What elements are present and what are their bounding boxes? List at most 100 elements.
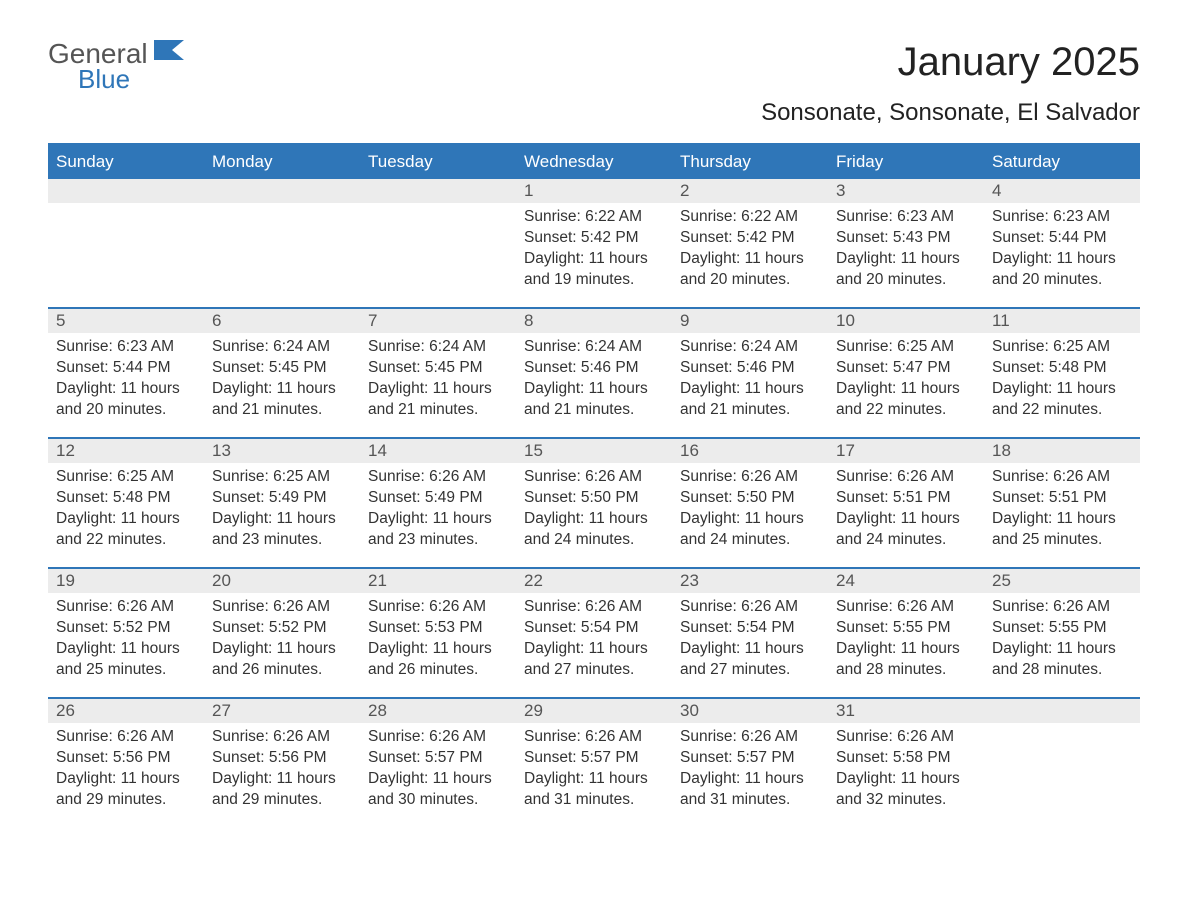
daylight-line: Daylight: 11 hours and 24 minutes. [680, 509, 820, 551]
calendar-week: 1 Sunrise: 6:22 AM Sunset: 5:42 PM Daylight… [48, 179, 1140, 307]
calendar-week: 12Sunrise: 6:25 AMSunset: 5:48 PMDayligh… [48, 437, 1140, 567]
daylight-line: Daylight: 11 hours and 20 minutes. [680, 249, 820, 291]
sunset-line: Sunset: 5:47 PM [836, 358, 976, 379]
sunrise-line: Sunrise: 6:22 AM [680, 207, 820, 228]
daylight-line: Daylight: 11 hours and 29 minutes. [212, 769, 352, 811]
sunrise-line: Sunrise: 6:26 AM [56, 597, 196, 618]
sunset-line: Sunset: 5:55 PM [836, 618, 976, 639]
sunset-line: Sunset: 5:49 PM [212, 488, 352, 509]
title-block: January 2025 Sonsonate, Sonsonate, El Sa… [761, 40, 1140, 127]
sunset-line: Sunset: 5:42 PM [524, 228, 664, 249]
day-details: Sunrise: 6:24 AMSunset: 5:45 PMDaylight:… [204, 333, 360, 429]
day-number: 26 [48, 699, 204, 723]
weekday-header-row: SundayMondayTuesdayWednesdayThursdayFrid… [48, 145, 1140, 179]
day-number: 27 [204, 699, 360, 723]
sunrise-line: Sunrise: 6:26 AM [836, 727, 976, 748]
calendar-day: 28Sunrise: 6:26 AMSunset: 5:57 PMDayligh… [360, 699, 516, 827]
day-number: 25 [984, 569, 1140, 593]
calendar-day: 23Sunrise: 6:26 AMSunset: 5:54 PMDayligh… [672, 569, 828, 697]
daylight-line: Daylight: 11 hours and 26 minutes. [212, 639, 352, 681]
calendar-week: 5Sunrise: 6:23 AMSunset: 5:44 PMDaylight… [48, 307, 1140, 437]
sunset-line: Sunset: 5:48 PM [56, 488, 196, 509]
calendar-day: 25Sunrise: 6:26 AMSunset: 5:55 PMDayligh… [984, 569, 1140, 697]
day-number: 19 [48, 569, 204, 593]
sunrise-line: Sunrise: 6:26 AM [524, 467, 664, 488]
sunset-line: Sunset: 5:50 PM [524, 488, 664, 509]
day-details: Sunrise: 6:23 AMSunset: 5:43 PMDaylight:… [828, 203, 984, 299]
sunset-line: Sunset: 5:58 PM [836, 748, 976, 769]
day-details: Sunrise: 6:26 AMSunset: 5:56 PMDaylight:… [48, 723, 204, 819]
daylight-line: Daylight: 11 hours and 31 minutes. [680, 769, 820, 811]
day-number: 28 [360, 699, 516, 723]
sunset-line: Sunset: 5:44 PM [992, 228, 1132, 249]
day-details: Sunrise: 6:26 AMSunset: 5:55 PMDaylight:… [828, 593, 984, 689]
calendar-day: 31Sunrise: 6:26 AMSunset: 5:58 PMDayligh… [828, 699, 984, 827]
sunrise-line: Sunrise: 6:26 AM [524, 597, 664, 618]
calendar-day [984, 699, 1140, 827]
daylight-line: Daylight: 11 hours and 25 minutes. [56, 639, 196, 681]
calendar: SundayMondayTuesdayWednesdayThursdayFrid… [48, 143, 1140, 827]
daylight-line: Daylight: 11 hours and 20 minutes. [992, 249, 1132, 291]
day-number: 9 [672, 309, 828, 333]
sunset-line: Sunset: 5:44 PM [56, 358, 196, 379]
logo-text-block: General Blue [48, 40, 184, 92]
day-details: Sunrise: 6:24 AMSunset: 5:46 PMDaylight:… [516, 333, 672, 429]
calendar-day: 12Sunrise: 6:25 AMSunset: 5:48 PMDayligh… [48, 439, 204, 567]
day-number: 2 [672, 179, 828, 203]
calendar-day: 8Sunrise: 6:24 AMSunset: 5:46 PMDaylight… [516, 309, 672, 437]
day-number: 10 [828, 309, 984, 333]
day-number: 1 [516, 179, 672, 203]
sunset-line: Sunset: 5:46 PM [680, 358, 820, 379]
sunrise-line: Sunrise: 6:26 AM [680, 467, 820, 488]
day-details: Sunrise: 6:26 AMSunset: 5:51 PMDaylight:… [984, 463, 1140, 559]
calendar-day: 24Sunrise: 6:26 AMSunset: 5:55 PMDayligh… [828, 569, 984, 697]
sunrise-line: Sunrise: 6:25 AM [212, 467, 352, 488]
sunset-line: Sunset: 5:45 PM [212, 358, 352, 379]
day-details: Sunrise: 6:26 AMSunset: 5:49 PMDaylight:… [360, 463, 516, 559]
sunset-line: Sunset: 5:52 PM [56, 618, 196, 639]
sunrise-line: Sunrise: 6:26 AM [836, 467, 976, 488]
day-details: Sunrise: 6:25 AMSunset: 5:47 PMDaylight:… [828, 333, 984, 429]
weekday-header: Saturday [984, 145, 1140, 179]
header: General Blue January 2025 Sonsonate, Son… [48, 40, 1140, 127]
day-number [204, 179, 360, 203]
day-details: Sunrise: 6:26 AMSunset: 5:57 PMDaylight:… [672, 723, 828, 819]
daylight-line: Daylight: 11 hours and 21 minutes. [524, 379, 664, 421]
day-number: 12 [48, 439, 204, 463]
daylight-line: Daylight: 11 hours and 22 minutes. [56, 509, 196, 551]
day-details: Sunrise: 6:26 AMSunset: 5:55 PMDaylight:… [984, 593, 1140, 689]
day-number: 20 [204, 569, 360, 593]
weekday-header: Friday [828, 145, 984, 179]
daylight-line: Daylight: 11 hours and 24 minutes. [836, 509, 976, 551]
sunset-line: Sunset: 5:53 PM [368, 618, 508, 639]
day-details: Sunrise: 6:26 AMSunset: 5:54 PMDaylight:… [516, 593, 672, 689]
weekday-header: Wednesday [516, 145, 672, 179]
day-number: 5 [48, 309, 204, 333]
day-details: Sunrise: 6:24 AMSunset: 5:45 PMDaylight:… [360, 333, 516, 429]
day-number: 21 [360, 569, 516, 593]
calendar-day: 16Sunrise: 6:26 AMSunset: 5:50 PMDayligh… [672, 439, 828, 567]
daylight-line: Daylight: 11 hours and 28 minutes. [836, 639, 976, 681]
day-number: 23 [672, 569, 828, 593]
sunrise-line: Sunrise: 6:26 AM [212, 727, 352, 748]
sunset-line: Sunset: 5:54 PM [680, 618, 820, 639]
daylight-line: Daylight: 11 hours and 20 minutes. [836, 249, 976, 291]
sunset-line: Sunset: 5:54 PM [524, 618, 664, 639]
sunset-line: Sunset: 5:55 PM [992, 618, 1132, 639]
logo-word2: Blue [78, 66, 184, 92]
day-number [984, 699, 1140, 723]
day-details: Sunrise: 6:26 AMSunset: 5:54 PMDaylight:… [672, 593, 828, 689]
calendar-day [48, 179, 204, 307]
sunset-line: Sunset: 5:48 PM [992, 358, 1132, 379]
day-details: Sunrise: 6:26 AMSunset: 5:52 PMDaylight:… [48, 593, 204, 689]
day-number: 18 [984, 439, 1140, 463]
sunrise-line: Sunrise: 6:26 AM [836, 597, 976, 618]
day-number [360, 179, 516, 203]
day-number: 29 [516, 699, 672, 723]
sunrise-line: Sunrise: 6:25 AM [992, 337, 1132, 358]
sunset-line: Sunset: 5:56 PM [212, 748, 352, 769]
page-title: January 2025 [761, 40, 1140, 85]
sunset-line: Sunset: 5:57 PM [368, 748, 508, 769]
daylight-line: Daylight: 11 hours and 26 minutes. [368, 639, 508, 681]
daylight-line: Daylight: 11 hours and 27 minutes. [680, 639, 820, 681]
